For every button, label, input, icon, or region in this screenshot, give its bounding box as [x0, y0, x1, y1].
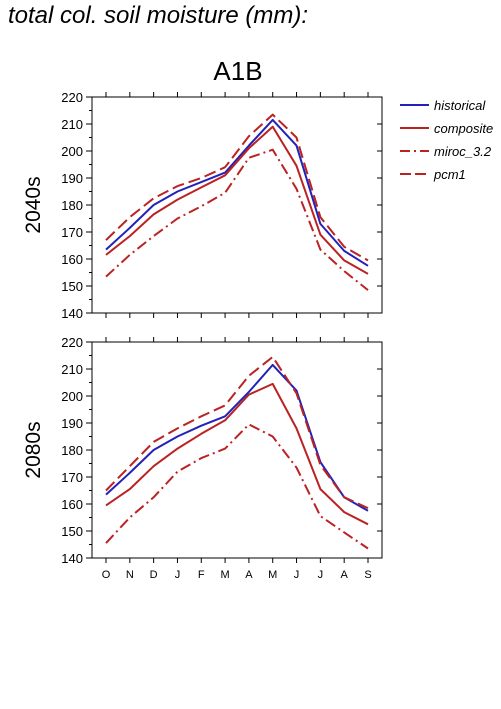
y-tick-label: 160	[61, 252, 83, 267]
legend-label: miroc_3.2	[434, 144, 492, 159]
y-tick-label: 150	[61, 279, 83, 294]
x-tick-label: J	[318, 569, 324, 581]
y-tick-label: 220	[61, 335, 83, 350]
y-tick-label: 190	[61, 171, 83, 186]
y-tick-label: 180	[61, 443, 83, 458]
x-tick-label: D	[150, 569, 158, 581]
x-tick-label: M	[268, 569, 277, 581]
series-line-pcm1-2080s	[105, 355, 369, 510]
plot-frame-2040s	[91, 96, 383, 314]
series-line-composite-2040s	[105, 125, 369, 275]
series-line-historical-2080s	[105, 363, 369, 512]
y-tick-label: 140	[61, 551, 83, 566]
scenario-title: A1B	[213, 56, 263, 86]
legend-label: historical	[434, 98, 486, 113]
y-tick-label: 160	[61, 497, 83, 512]
y-tick-label: 220	[61, 90, 83, 105]
x-tick-label: M	[221, 569, 230, 581]
y-tick-label: 170	[61, 470, 83, 485]
series-line-pcm1-2040s	[105, 113, 369, 262]
page-title: total col. soil moisture (mm):	[8, 2, 309, 29]
y-tick-label: 200	[61, 389, 83, 404]
y-tick-label: 190	[61, 416, 83, 431]
x-tick-label: J	[175, 569, 181, 581]
x-tick-label: A	[245, 569, 253, 581]
x-tick-label: F	[198, 569, 205, 581]
x-tick-label: N	[126, 569, 134, 581]
y-tick-label: 170	[61, 225, 83, 240]
x-tick-label: S	[364, 569, 371, 581]
legend-label: pcm1	[433, 167, 466, 182]
legend-label: composite	[434, 121, 493, 136]
y-tick-label: 140	[61, 306, 83, 321]
series-line-miroc-3-2-2080s	[105, 423, 369, 550]
y-tick-label: 210	[61, 362, 83, 377]
series-line-historical-2040s	[105, 118, 369, 267]
x-tick-label: O	[102, 569, 111, 581]
plot-frame-2080s	[91, 341, 383, 559]
y-tick-label: 180	[61, 198, 83, 213]
x-tick-label: J	[294, 569, 300, 581]
series-line-composite-2080s	[105, 382, 369, 526]
y-tick-label: 200	[61, 144, 83, 159]
y-tick-label: 210	[61, 117, 83, 132]
y-tick-label: 150	[61, 524, 83, 539]
x-tick-label: A	[341, 569, 349, 581]
series-line-miroc-3-2-2040s	[105, 148, 369, 291]
